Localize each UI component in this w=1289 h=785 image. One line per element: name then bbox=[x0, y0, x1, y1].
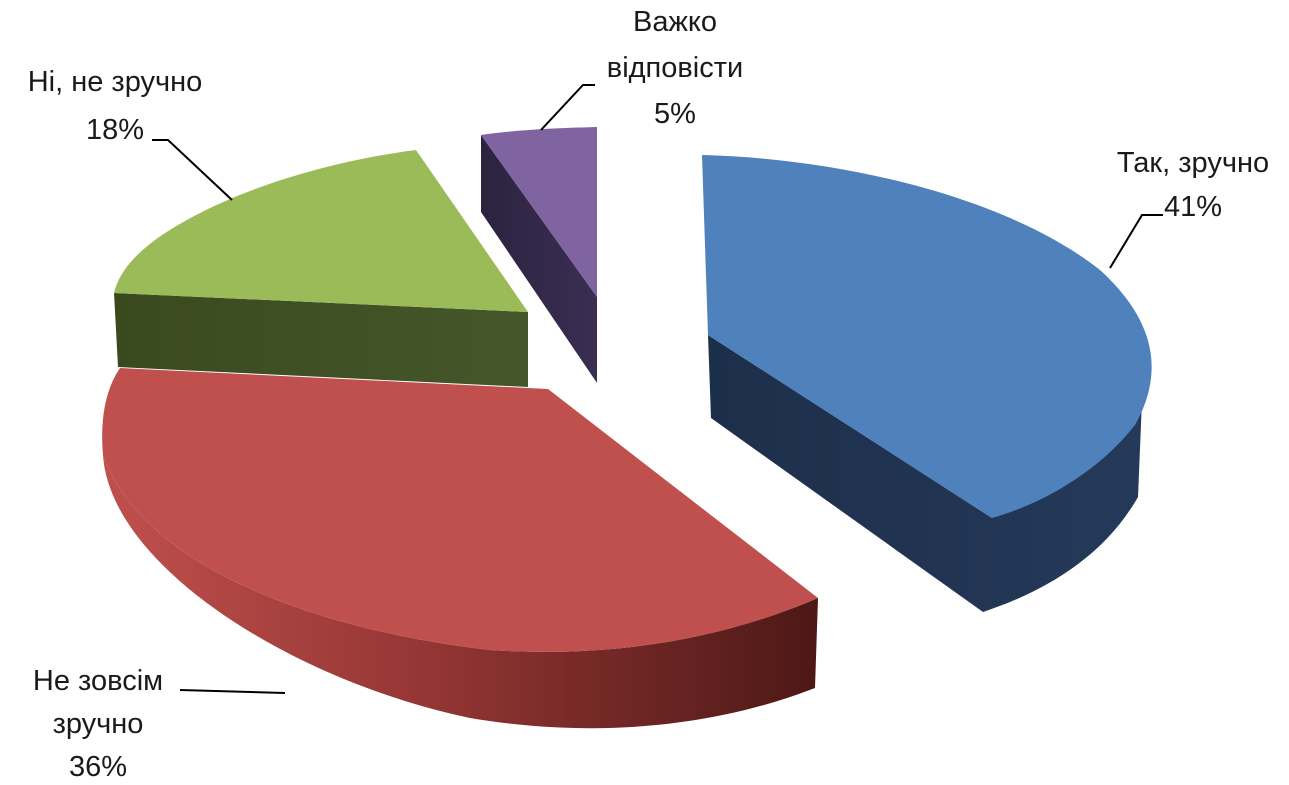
slice-ne-zovsim bbox=[102, 368, 818, 729]
label-vazhko-value: 5% bbox=[654, 98, 696, 130]
leader-line-vazhko bbox=[540, 84, 595, 131]
slice-ne-zovsim-top bbox=[102, 368, 818, 652]
slice-tak-top bbox=[702, 155, 1152, 518]
label-vazhko: Важко відповісти 5% bbox=[607, 6, 743, 130]
slice-vazhko-side bbox=[481, 135, 597, 383]
label-ne-zovsim: Не зовсім зручно 36% bbox=[33, 665, 163, 783]
slice-ni-top bbox=[114, 150, 528, 312]
slice-ni bbox=[114, 150, 528, 387]
slice-ni-side bbox=[114, 293, 528, 387]
label-ne-zovsim-line-1: Не зовсім bbox=[33, 665, 163, 697]
leader-line-ne-zovsim bbox=[179, 689, 286, 694]
slice-tak-side bbox=[708, 335, 1142, 612]
label-ni-value: 18% bbox=[86, 114, 144, 146]
label-ne-zovsim-value: 36% bbox=[69, 751, 127, 783]
slice-tak bbox=[702, 155, 1152, 612]
label-ni-line-1: Ні, не зручно bbox=[28, 66, 203, 98]
label-tak: Так, зручно 41% bbox=[1117, 147, 1269, 223]
label-tak-value: 41% bbox=[1164, 191, 1222, 223]
label-vazhko-line-1: Важко bbox=[633, 6, 717, 38]
slice-vazhko bbox=[481, 127, 597, 383]
label-ni: Ні, не зручно 18% bbox=[28, 66, 203, 146]
leader-line-tak bbox=[1109, 214, 1163, 269]
label-tak-line-1: Так, зручно bbox=[1117, 147, 1269, 179]
leader-line-ni bbox=[152, 139, 233, 201]
slice-ne-zovsim-side bbox=[103, 455, 818, 729]
label-ne-zovsim-line-2: зручно bbox=[53, 708, 144, 740]
slice-vazhko-top bbox=[481, 127, 597, 297]
label-vazhko-line-2: відповісти bbox=[607, 52, 743, 84]
